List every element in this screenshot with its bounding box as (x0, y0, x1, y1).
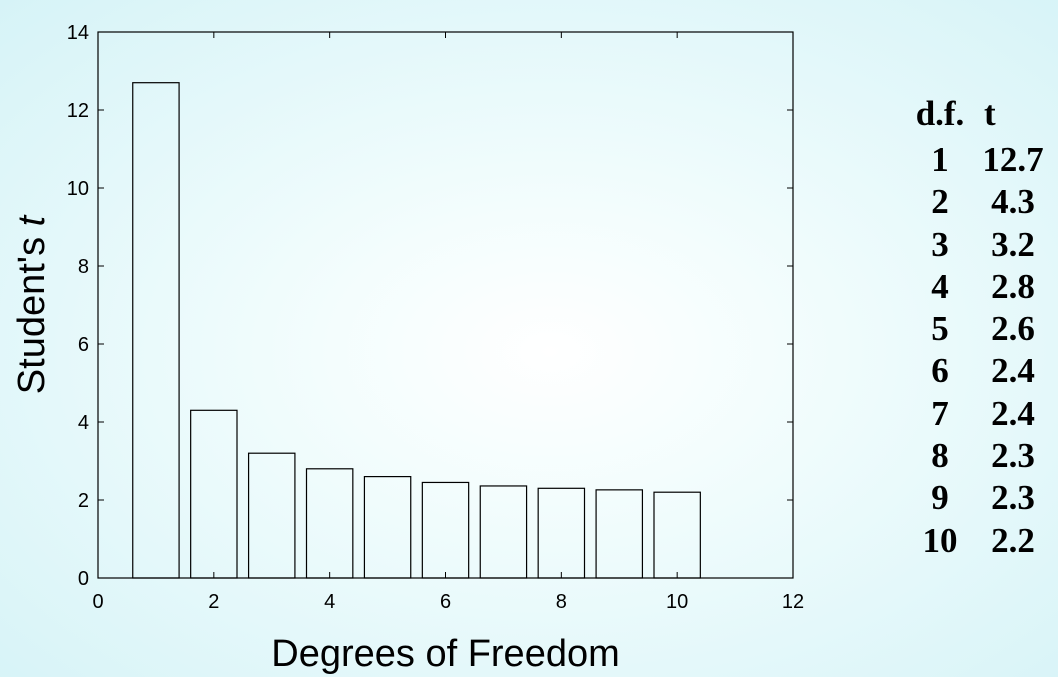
x-tick-label: 4 (324, 591, 335, 613)
table-cell-t: 2.8 (991, 266, 1035, 306)
table-row: 5 2.6 (904, 307, 1050, 349)
table-cell-t: 3.2 (991, 224, 1035, 264)
table-header-row: d.f. t (904, 96, 1050, 138)
plot-frame (97, 31, 794, 579)
x-tick-label: 2 (208, 591, 219, 613)
table-row: 6 2.4 (904, 350, 1050, 392)
y-tick-label: 2 (78, 490, 89, 512)
table-row: 1 12.7 (904, 138, 1050, 180)
y-tick-label: 12 (67, 100, 89, 122)
table-cell-t: 12.7 (982, 139, 1044, 179)
table-cell-t: 2.3 (991, 436, 1035, 476)
table-cell-df: 4 (931, 266, 949, 306)
table-cell-t: 2.2 (991, 520, 1035, 560)
table-cell-t: 2.4 (991, 351, 1035, 391)
bar-df-7 (479, 485, 528, 579)
x-tick-label: 6 (440, 591, 451, 613)
bar-df-9 (595, 489, 644, 579)
table-row: 3 3.2 (904, 223, 1050, 265)
table-row: 10 2.2 (904, 519, 1050, 561)
table-cell-df: 3 (931, 224, 949, 264)
table-cell-t: 4.3 (991, 182, 1035, 222)
y-axis-title-prefix: Student's (11, 226, 53, 394)
y-tick-label: 10 (67, 178, 89, 200)
y-tick-label: 0 (78, 568, 89, 590)
x-tick-label: 12 (782, 591, 804, 613)
table-cell-t: 2.6 (991, 309, 1035, 349)
table-cell-df: 9 (931, 478, 949, 518)
bar-df-3 (247, 452, 296, 579)
y-tick-label: 8 (78, 256, 89, 278)
y-axis-title-variable: t (11, 214, 53, 226)
x-tick-label: 8 (556, 591, 567, 613)
table-header-df: d.f. (915, 94, 965, 133)
ticks-group: 0 2 4 6 8 10 12 0 2 4 6 8 10 12 14 (67, 22, 804, 613)
table-row: 2 4.3 (904, 181, 1050, 223)
bar-df-5 (363, 476, 412, 579)
table-row: 9 2.3 (904, 477, 1050, 519)
table-cell-df: 5 (931, 309, 949, 349)
y-axis-title: Student's t (11, 214, 53, 394)
y-tick-label: 6 (78, 334, 89, 356)
table-cell-t: 2.4 (991, 393, 1035, 433)
table-cell-df: 1 (931, 139, 949, 179)
table-cell-df: 10 (922, 520, 958, 560)
table-cell-df: 2 (931, 182, 949, 222)
x-tick-label: 0 (92, 591, 103, 613)
table-row: 8 2.3 (904, 434, 1050, 476)
table-cell-df: 6 (931, 351, 949, 391)
y-tick-label: 14 (67, 22, 89, 44)
bars-group (132, 82, 701, 579)
table-body: 1 12.7 2 4.3 3 3.2 4 2.8 5 2.6 6 2.4 7 2.4 8 2.3 9 2.3 10 2… (904, 138, 1050, 561)
x-axis-title: Degrees of Freedom (271, 633, 620, 675)
table-row: 7 2.4 (904, 392, 1050, 434)
table-cell-t: 2.3 (991, 478, 1035, 518)
table-row: 4 2.8 (904, 265, 1050, 307)
bar-df-1 (132, 82, 180, 579)
bar-df-4 (305, 468, 354, 579)
y-tick-label: 4 (78, 412, 89, 434)
bar-df-10 (653, 491, 701, 579)
bar-df-8 (537, 487, 586, 579)
df-t-table: d.f. t 1 12.7 2 4.3 3 3.2 4 2.8 5 2.6 6 2.4 7 2.4 8 2.3… (904, 96, 1050, 561)
table-header-t: t (984, 94, 996, 133)
x-tick-label: 10 (666, 591, 688, 613)
table-cell-df: 7 (931, 393, 949, 433)
bar-df-6 (421, 481, 470, 579)
table-cell-df: 8 (931, 436, 949, 476)
bar-df-2 (190, 409, 238, 579)
